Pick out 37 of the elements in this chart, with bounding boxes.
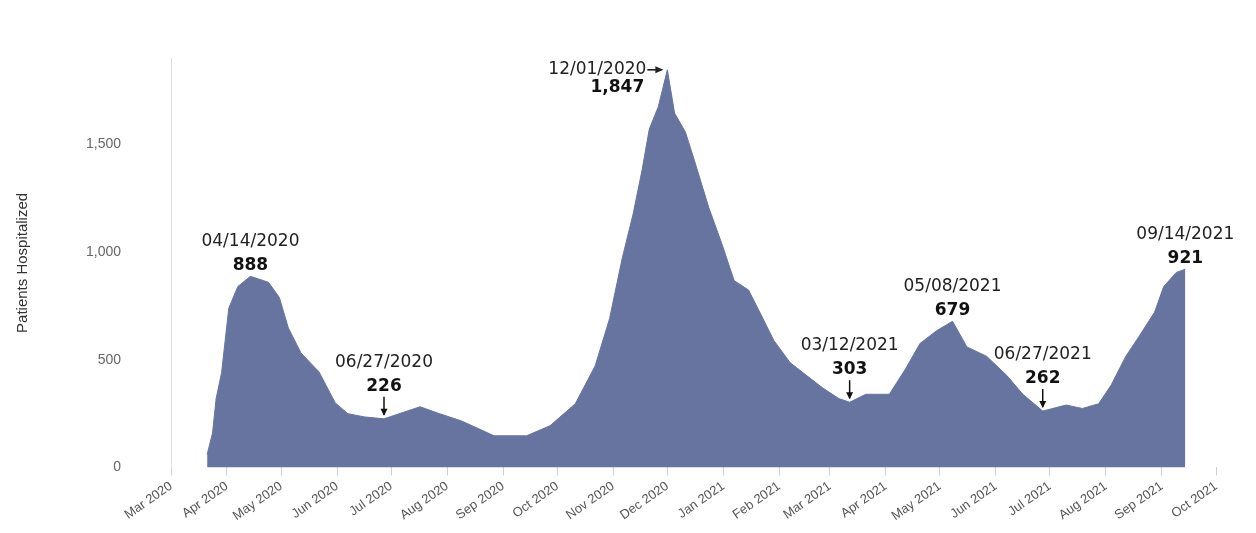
x-tick-label: Dec 2020 bbox=[616, 477, 672, 523]
data-label: 303 bbox=[831, 358, 868, 379]
annotation: 05/08/2021 bbox=[903, 275, 1002, 296]
x-tick-label: Sep 2020 bbox=[452, 477, 507, 523]
data-label: 1,847 bbox=[590, 75, 645, 96]
data-label: 921 bbox=[1167, 247, 1204, 268]
x-tick-label: Sep 2021 bbox=[1111, 477, 1166, 523]
annotation: 04/14/2020 bbox=[201, 230, 300, 251]
x-tick-label: Jul 2020 bbox=[346, 477, 395, 519]
annotation: 03/12/2021 bbox=[800, 334, 899, 355]
data-label: 262 bbox=[1024, 367, 1061, 388]
x-tick-label: Apr 2020 bbox=[178, 477, 231, 521]
x-tick-label: Aug 2021 bbox=[1055, 477, 1110, 523]
x-tick-label: May 2020 bbox=[229, 477, 285, 523]
data-label: 679 bbox=[934, 299, 971, 320]
y-axis-title: Patients Hospitalized bbox=[13, 192, 31, 333]
y-tick-label: 1,500 bbox=[85, 135, 122, 152]
x-tick-label: Jun 2020 bbox=[288, 477, 341, 521]
data-label: 888 bbox=[232, 254, 269, 275]
y-tick-label: 500 bbox=[97, 350, 122, 367]
x-tick-label: Mar 2020 bbox=[121, 477, 175, 522]
x-tick-label: Jun 2021 bbox=[947, 477, 1000, 521]
x-tick-label: May 2021 bbox=[888, 477, 944, 523]
x-tick-label: Oct 2020 bbox=[509, 477, 562, 521]
y-tick-label: 0 bbox=[113, 458, 122, 475]
x-tick-label: Oct 2021 bbox=[1168, 477, 1220, 521]
x-tick-label: Aug 2020 bbox=[396, 477, 451, 523]
x-tick-label: Jan 2021 bbox=[674, 477, 728, 521]
x-tick-label: Apr 2021 bbox=[837, 477, 890, 521]
annotation: 06/27/2020 bbox=[335, 350, 433, 371]
annotation: 12/01/2020 bbox=[548, 57, 647, 78]
x-tick-label: Nov 2020 bbox=[562, 477, 617, 523]
data-label: 226 bbox=[366, 374, 402, 395]
x-tick-label: Jul 2021 bbox=[1004, 477, 1054, 519]
annotation: 09/14/2021 bbox=[1136, 223, 1235, 244]
y-tick-label: 1,000 bbox=[85, 243, 122, 260]
annotation: 06/27/2021 bbox=[993, 343, 1092, 364]
